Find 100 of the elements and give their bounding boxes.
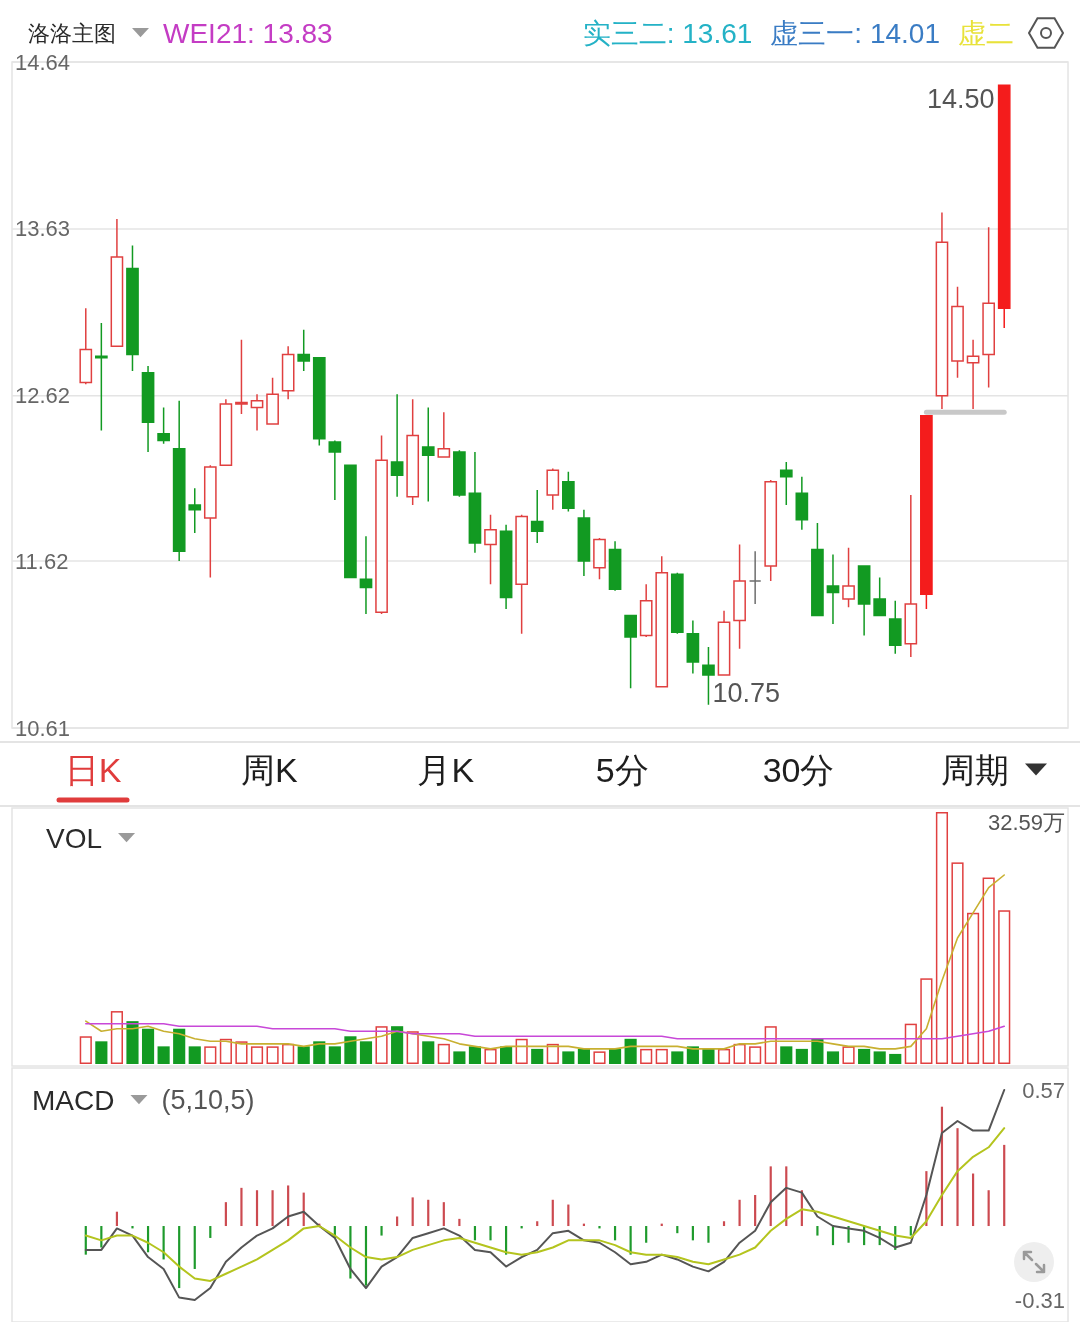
candlestick [686,619,700,675]
candlestick [842,547,855,609]
bar [489,1226,492,1241]
candlestick [79,307,93,386]
bar [598,1226,601,1229]
line-series [84,1127,1006,1282]
bar [951,862,964,1064]
chart-title: 洛洛主图 [28,20,116,46]
candlestick [141,365,155,453]
candlestick [951,286,964,379]
candlestick [453,449,466,498]
annotation: 32.59万 [987,809,1065,835]
bar [396,1216,399,1227]
bar [998,910,1011,1064]
bar [982,877,995,1064]
candlestick [266,376,279,425]
bar [562,1051,575,1064]
candlestick [110,218,124,347]
bar [780,1046,793,1064]
candlestick [499,523,513,610]
bar [858,1048,871,1064]
candlestick [297,328,311,372]
candlestick [982,226,995,389]
candlestick [203,464,217,579]
candlestick [920,414,933,610]
bar [624,1038,637,1064]
bar [754,1195,757,1227]
candlestick [530,489,544,544]
candlestick [188,487,202,534]
bar [613,1226,617,1241]
candlestick [593,537,606,581]
candlestick [312,357,326,447]
candlestick [997,84,1011,329]
chart-subtitle: (5,10,5) [161,1085,255,1115]
y-tick-label: 12.62 [15,383,71,409]
bar [141,1028,155,1064]
bar [468,1046,482,1064]
bar [795,1048,808,1064]
candlestick [562,471,575,513]
text: 月K [417,751,475,789]
bar [442,1202,445,1227]
candlestick [857,565,871,637]
candlestick [670,571,684,635]
candlestick [421,406,435,503]
candlestick [811,522,824,617]
candlestick [375,434,388,615]
bar [473,1226,477,1241]
bar [707,1226,710,1243]
candlestick [624,614,637,690]
bar [255,1190,259,1227]
bar [204,1046,217,1064]
bar [645,1226,648,1243]
bar [219,1038,232,1064]
candlestick [779,461,793,506]
y-tick-label: -0.31 [1014,1287,1065,1313]
bar [593,1051,606,1064]
candlestick [748,550,762,605]
bar [173,1028,186,1064]
candlestick [655,555,669,688]
text: 实三二: 13.61 [582,17,753,49]
text: 周期 [941,751,1009,789]
bar [95,1041,108,1064]
candlestick [546,467,560,511]
bar [209,1226,212,1238]
bar [240,1187,243,1227]
bar [427,1199,430,1227]
bar [686,1046,699,1064]
text: 5分 [595,751,649,789]
annotation: 10.75 [712,677,781,708]
bar [733,1043,746,1064]
bar [971,1173,975,1227]
bar [224,1202,227,1227]
bar [956,1128,959,1227]
bar [411,1197,414,1227]
chart-title: MACD [32,1084,115,1116]
bar [640,1048,653,1064]
candlestick [935,211,949,410]
bar [344,1036,357,1064]
text: 虚二 [958,17,1014,49]
bar [282,1043,295,1064]
bar [235,1041,248,1064]
bar [722,1221,726,1227]
bar [271,1190,274,1227]
candlestick [250,393,264,432]
candlestick [390,393,404,498]
candlestick [873,576,887,617]
annotation: 14.50 [927,84,995,115]
bar [691,1226,694,1241]
bar [115,1211,119,1227]
text: 虚三一: 14.01 [770,17,940,49]
bar [380,1226,383,1236]
candlestick [437,411,451,458]
candlestick [577,509,591,577]
text: 周K [241,751,299,789]
y-tick-label: 14.64 [15,49,71,75]
text: 日K [64,751,122,789]
bar [266,1046,279,1064]
bar [816,1226,819,1236]
bar [987,1190,990,1227]
bar [764,1026,777,1064]
